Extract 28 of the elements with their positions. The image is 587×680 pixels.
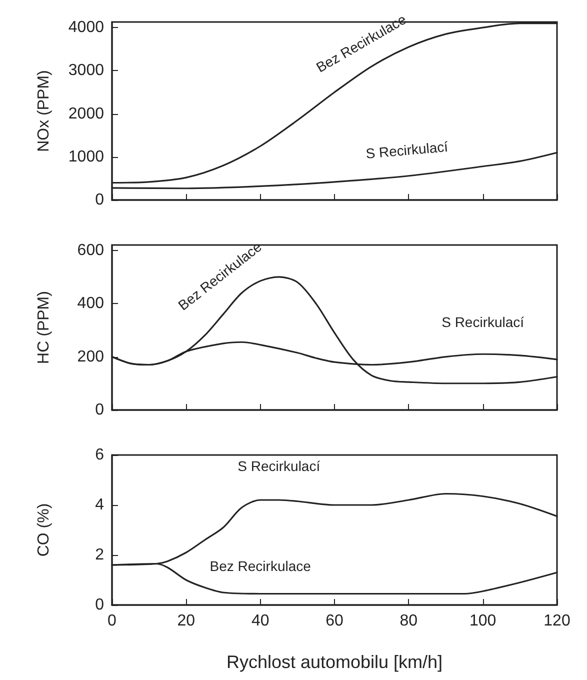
y-tick-label: 4 (95, 496, 104, 514)
x-tick-label: 100 (469, 612, 496, 630)
x-tick-label: 80 (400, 612, 418, 630)
y-tick-label: 1000 (68, 148, 104, 166)
y-tick-label: 6 (95, 446, 104, 464)
x-tick-label: 120 (544, 612, 570, 630)
y-tick-label: 3000 (68, 62, 104, 80)
y-axis-title: CO (%) (36, 503, 52, 557)
y-axis-title: NOx (PPM) (36, 70, 52, 152)
y-tick-label: 2 (95, 546, 104, 564)
y-tick-label: 0 (95, 596, 104, 614)
x-tick-label: 0 (108, 612, 117, 630)
x-axis-title: Rychlost automobilu [km/h] (226, 652, 443, 672)
y-tick-label: 4000 (68, 19, 104, 36)
y-tick-label: 200 (77, 348, 104, 366)
y-tick-label: 0 (95, 192, 104, 208)
y-tick-label: 0 (95, 402, 104, 418)
x-tick-label: 60 (326, 612, 344, 630)
y-tick-label: 600 (77, 242, 104, 259)
x-tick-label: 40 (251, 612, 270, 630)
x-tick-label: 20 (177, 612, 196, 630)
series-label: S Recirkulací (442, 314, 524, 330)
y-tick-label: 2000 (68, 105, 104, 122)
text: S Recirkulací (238, 458, 320, 474)
series-label: Bez Recirkulace (210, 558, 312, 574)
y-axis-title: HC (PPM) (36, 291, 52, 364)
y-tick-label: 400 (77, 295, 104, 312)
series-label: S Recirkulací (365, 138, 449, 162)
